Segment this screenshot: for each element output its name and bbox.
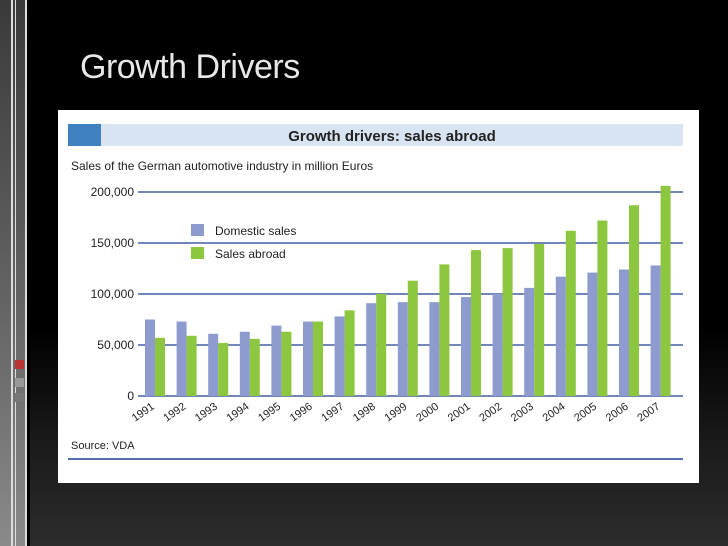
y-tick-label: 0 xyxy=(127,389,134,403)
bar-chart: Growth drivers: sales abroad Sales of th… xyxy=(68,124,683,460)
bar-abroad-1998 xyxy=(376,294,387,396)
bar-abroad-2001 xyxy=(471,250,481,396)
legend-label-abroad: Sales abroad xyxy=(215,247,286,261)
x-tick-label: 2000 xyxy=(414,401,441,425)
chart-subtitle: Sales of the German automotive industry … xyxy=(71,159,373,173)
bar-abroad-1994 xyxy=(249,338,260,396)
bar-domestic-2000 xyxy=(429,302,440,396)
x-tick-label: 2006 xyxy=(604,401,631,425)
x-tick-label: 2002 xyxy=(477,401,504,425)
bar-domestic-1994 xyxy=(239,331,250,396)
bar-domestic-2005 xyxy=(587,272,598,396)
chart-card: Growth drivers: sales abroad Sales of th… xyxy=(58,110,699,483)
legend-swatch-abroad xyxy=(191,247,204,259)
bar-abroad-2004 xyxy=(565,230,576,396)
y-tick-label: 150,000 xyxy=(91,236,135,250)
x-tick-label: 1995 xyxy=(256,401,283,425)
left-decor-stripe xyxy=(15,0,16,546)
y-tick-label: 100,000 xyxy=(91,287,135,301)
bar-abroad-2002 xyxy=(502,248,513,396)
left-decor-stripe xyxy=(11,0,13,546)
title-band xyxy=(101,124,683,146)
chart-source: Source: VDA xyxy=(71,440,135,452)
bar-abroad-2005 xyxy=(597,220,608,396)
bar-domestic-2003 xyxy=(524,287,535,396)
bar-abroad-1999 xyxy=(407,280,418,396)
x-tick-label: 2003 xyxy=(509,401,536,425)
x-tick-label: 1994 xyxy=(225,401,252,425)
bar-abroad-1996 xyxy=(313,321,323,396)
bar-abroad-2007 xyxy=(660,185,671,396)
left-decor-stripe xyxy=(25,0,27,546)
bar-abroad-1991 xyxy=(155,337,165,396)
x-tick-label: 1996 xyxy=(288,401,315,425)
y-tick-label: 50,000 xyxy=(97,338,134,352)
left-decor-band xyxy=(0,0,27,546)
x-tick-label: 2007 xyxy=(635,401,662,425)
x-tick-label: 1993 xyxy=(193,401,220,425)
legend-label-domestic: Domestic sales xyxy=(215,224,296,238)
chart-title: Growth drivers: sales abroad xyxy=(288,128,496,145)
bar-domestic-1997 xyxy=(334,316,345,396)
title-band-block xyxy=(68,124,101,146)
bar-abroad-1997 xyxy=(344,310,355,396)
bar-abroad-2003 xyxy=(534,244,545,396)
legend-swatch-domestic xyxy=(191,224,204,236)
decor-square xyxy=(15,393,24,402)
bar-domestic-1992 xyxy=(176,321,187,396)
bar-domestic-2007 xyxy=(650,265,661,396)
decor-square xyxy=(15,360,24,369)
bar-domestic-1998 xyxy=(366,303,377,396)
bar-domestic-2002 xyxy=(492,294,503,396)
bar-domestic-1999 xyxy=(397,302,408,396)
x-tick-label: 1999 xyxy=(383,401,410,425)
decor-square xyxy=(15,378,24,387)
x-tick-label: 1992 xyxy=(161,401,188,425)
bar-domestic-2001 xyxy=(461,297,471,396)
bar-abroad-2006 xyxy=(629,205,639,396)
bar-abroad-2000 xyxy=(439,264,450,396)
x-tick-label: 1997 xyxy=(319,401,346,425)
bar-abroad-1992 xyxy=(186,335,197,396)
bar-domestic-2004 xyxy=(555,276,566,396)
bar-abroad-1995 xyxy=(281,331,292,396)
x-tick-label: 2005 xyxy=(572,401,599,425)
bar-domestic-1993 xyxy=(208,333,219,396)
bar-abroad-1993 xyxy=(218,342,229,396)
y-tick-label: 200,000 xyxy=(91,185,135,199)
x-tick-label: 1998 xyxy=(351,401,378,425)
x-tick-label: 2004 xyxy=(541,401,568,425)
x-tick-label: 2001 xyxy=(446,401,473,425)
x-tick-label: 1991 xyxy=(130,401,157,425)
bar-domestic-1995 xyxy=(271,325,282,396)
bar-domestic-1996 xyxy=(303,321,313,396)
bar-domestic-1991 xyxy=(145,319,155,396)
slide-title: Growth Drivers xyxy=(80,48,300,86)
bar-domestic-2006 xyxy=(619,269,629,396)
